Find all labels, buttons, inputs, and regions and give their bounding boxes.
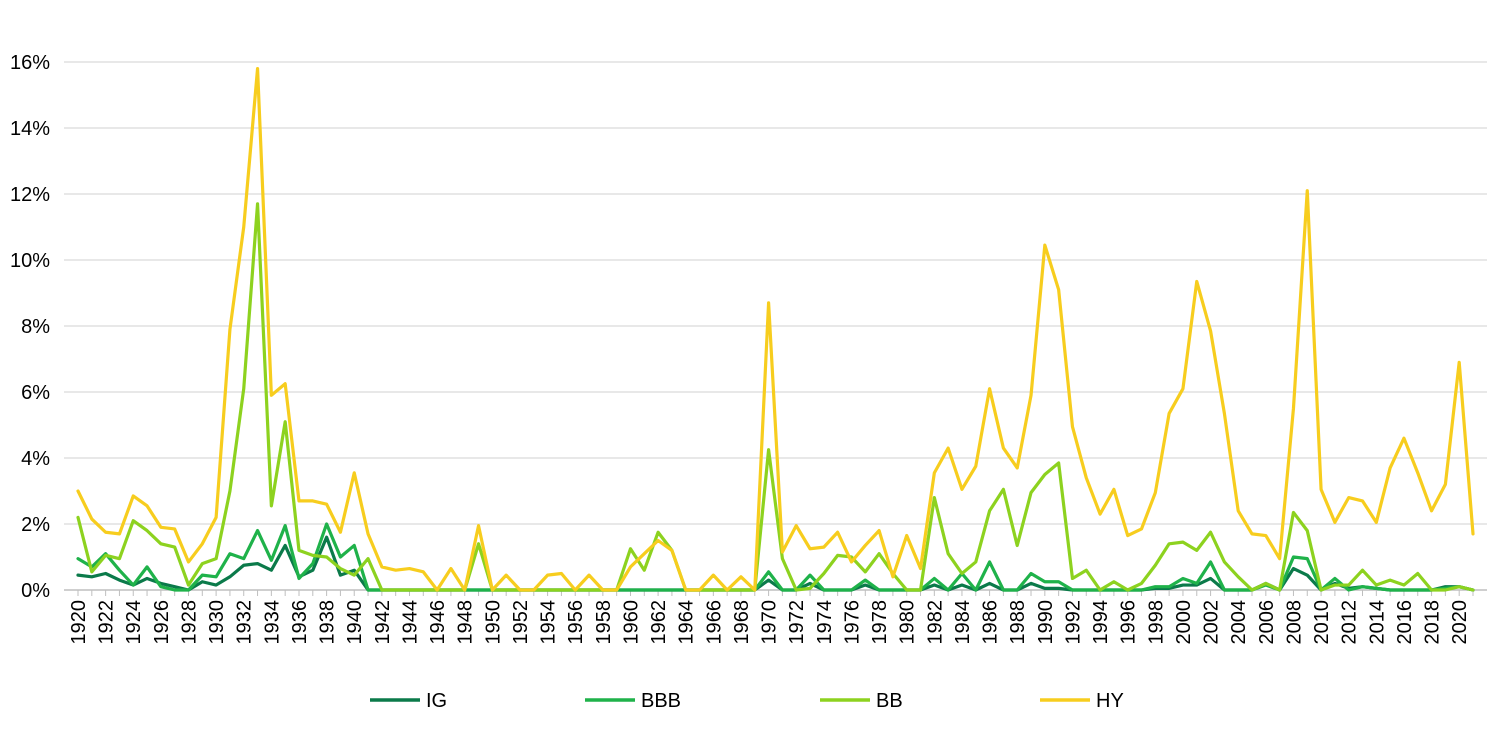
x-tick-label: 1934 <box>261 600 283 645</box>
y-tick-label: 12% <box>10 184 50 206</box>
series-line-bb <box>76 202 1475 592</box>
y-tick-label: 6% <box>21 382 50 404</box>
x-tick-label: 1956 <box>565 600 587 645</box>
series-line-bbb <box>76 522 1475 592</box>
series-lines <box>76 66 1475 592</box>
legend-label-ig: IG <box>426 690 447 712</box>
y-tick-label: 0% <box>21 580 50 602</box>
x-tick-label: 1986 <box>980 600 1002 645</box>
x-tick-label: 1998 <box>1145 600 1167 645</box>
x-tick-label: 1976 <box>841 600 863 645</box>
x-tick-label: 1950 <box>482 600 504 645</box>
x-tick-label: 1958 <box>593 600 615 645</box>
x-tick-label: 1944 <box>399 600 421 645</box>
x-tick-label: 1978 <box>869 600 891 645</box>
x-tick-label: 1972 <box>786 600 808 645</box>
x-tick-label: 2008 <box>1283 600 1305 645</box>
x-tick-label: 1970 <box>759 600 781 645</box>
y-tick-label: 8% <box>21 316 50 338</box>
x-tick-label: 2002 <box>1201 600 1223 645</box>
x-tick-label: 1994 <box>1090 600 1112 645</box>
x-tick-label: 1974 <box>814 600 836 645</box>
x-tick-label: 2004 <box>1228 600 1250 645</box>
x-tick-label: 1922 <box>96 600 118 645</box>
x-tick-label: 2020 <box>1449 600 1471 645</box>
x-tick-label: 2000 <box>1173 600 1195 645</box>
x-tick-label: 2016 <box>1394 600 1416 645</box>
x-tick-label: 1988 <box>1007 600 1029 645</box>
x-tick-label: 1960 <box>620 600 642 645</box>
x-tick-label: 1932 <box>234 600 256 645</box>
x-tick-label: 1920 <box>68 600 90 645</box>
x-tick-label: 1990 <box>1035 600 1057 645</box>
y-tick-label: 4% <box>21 448 50 470</box>
x-tick-label: 1984 <box>952 600 974 645</box>
x-tick-label: 1924 <box>123 600 145 645</box>
x-tick-label: 1926 <box>151 600 173 645</box>
x-tick-label: 1980 <box>897 600 919 645</box>
x-tick-label: 1940 <box>344 600 366 645</box>
legend: IG BBB BB HY <box>370 690 1124 712</box>
x-tick-label: 1946 <box>427 600 449 645</box>
x-tick-label: 1966 <box>703 600 725 645</box>
x-tick-label: 2006 <box>1256 600 1278 645</box>
x-axis-ticks: 1920 1922 1924 1926 1928 1930 1932 1934 1936 1938… <box>68 590 1474 645</box>
x-tick-label: 1952 <box>510 600 532 645</box>
y-axis-ticks: 0% 2% 4% 6% 8% 10% 12% 14% 16% <box>10 52 50 602</box>
y-tick-label: 2% <box>21 514 50 536</box>
x-tick-label: 1936 <box>289 600 311 645</box>
x-tick-label: 1928 <box>178 600 200 645</box>
x-tick-label: 1942 <box>372 600 394 645</box>
x-tick-label: 1996 <box>1118 600 1140 645</box>
gridlines <box>64 61 1487 525</box>
y-tick-label: 16% <box>10 52 50 74</box>
legend-label-hy: HY <box>1096 690 1124 712</box>
series-line-hy <box>76 66 1475 592</box>
x-tick-label: 1964 <box>676 600 698 645</box>
legend-label-bb: BB <box>876 690 903 712</box>
x-tick-label: 2010 <box>1311 600 1333 645</box>
x-tick-label: 1954 <box>538 600 560 645</box>
x-tick-label: 1992 <box>1062 600 1084 645</box>
x-tick-label: 2018 <box>1422 600 1444 645</box>
x-tick-label: 2014 <box>1366 600 1388 645</box>
x-tick-label: 1938 <box>317 600 339 645</box>
y-tick-label: 10% <box>10 250 50 272</box>
x-tick-label: 1968 <box>731 600 753 645</box>
y-tick-label: 14% <box>10 118 50 140</box>
x-tick-label: 2012 <box>1339 600 1361 645</box>
x-tick-label: 1948 <box>455 600 477 645</box>
legend-label-bbb: BBB <box>641 690 681 712</box>
x-tick-label: 1930 <box>206 600 228 645</box>
x-tick-label: 1982 <box>924 600 946 645</box>
x-tick-label: 1962 <box>648 600 670 645</box>
